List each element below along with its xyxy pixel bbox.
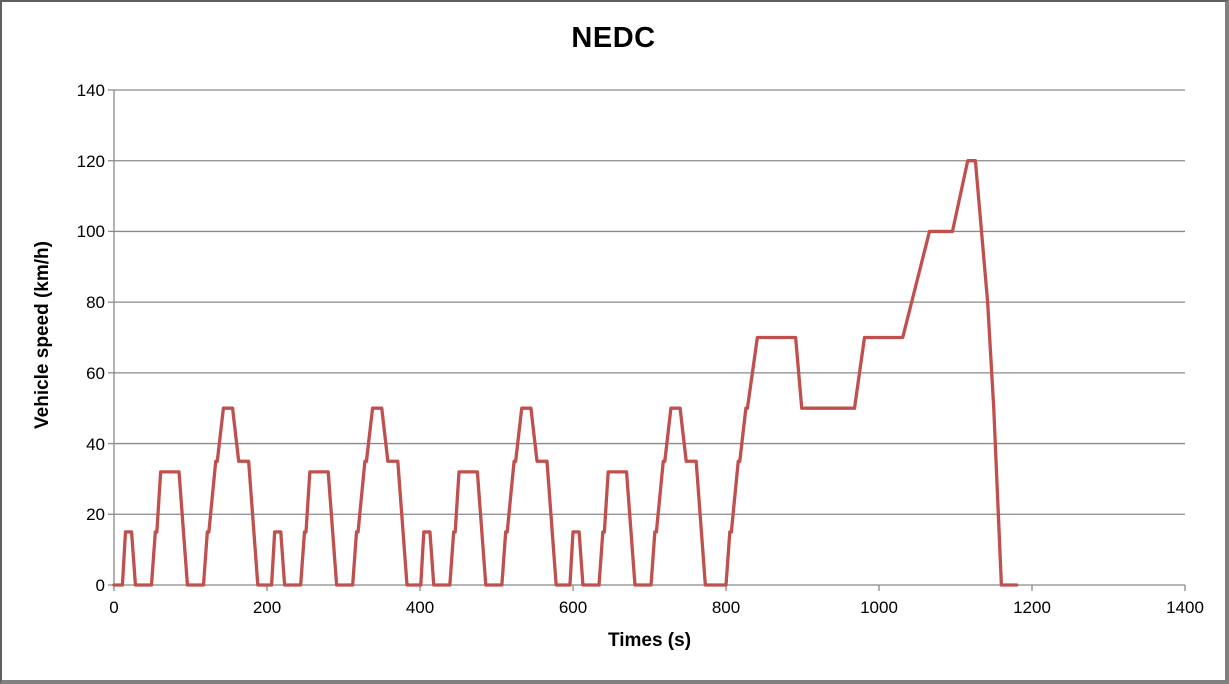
- x-tick-label: 200: [252, 598, 282, 617]
- x-tick-label: 800: [711, 598, 741, 617]
- x-tick-label: 1200: [1013, 598, 1051, 617]
- chart-title: NEDC: [571, 22, 656, 54]
- x-axis-title: Times (s): [607, 630, 692, 651]
- y-tick-label: 120: [76, 151, 105, 171]
- x-tick-label: 400: [405, 598, 435, 617]
- y-tick-label: 100: [76, 222, 105, 242]
- y-tick-label: 140: [76, 81, 105, 100]
- series-line-nedc: [112, 159, 1019, 587]
- x-tick-label: 1400: [1166, 598, 1204, 617]
- y-tick-label: 20: [86, 505, 105, 525]
- x-tick-label: 0: [109, 598, 119, 617]
- y-tick-label: 40: [86, 434, 105, 454]
- x-tick-label: 1000: [860, 598, 898, 617]
- y-axis-title: Vehicle speed (km/h): [32, 241, 53, 429]
- y-tick-label: 80: [86, 293, 105, 313]
- x-tick-label: 600: [558, 598, 588, 617]
- y-tick-label: 60: [86, 363, 105, 383]
- y-tick-label: 0: [95, 576, 105, 595]
